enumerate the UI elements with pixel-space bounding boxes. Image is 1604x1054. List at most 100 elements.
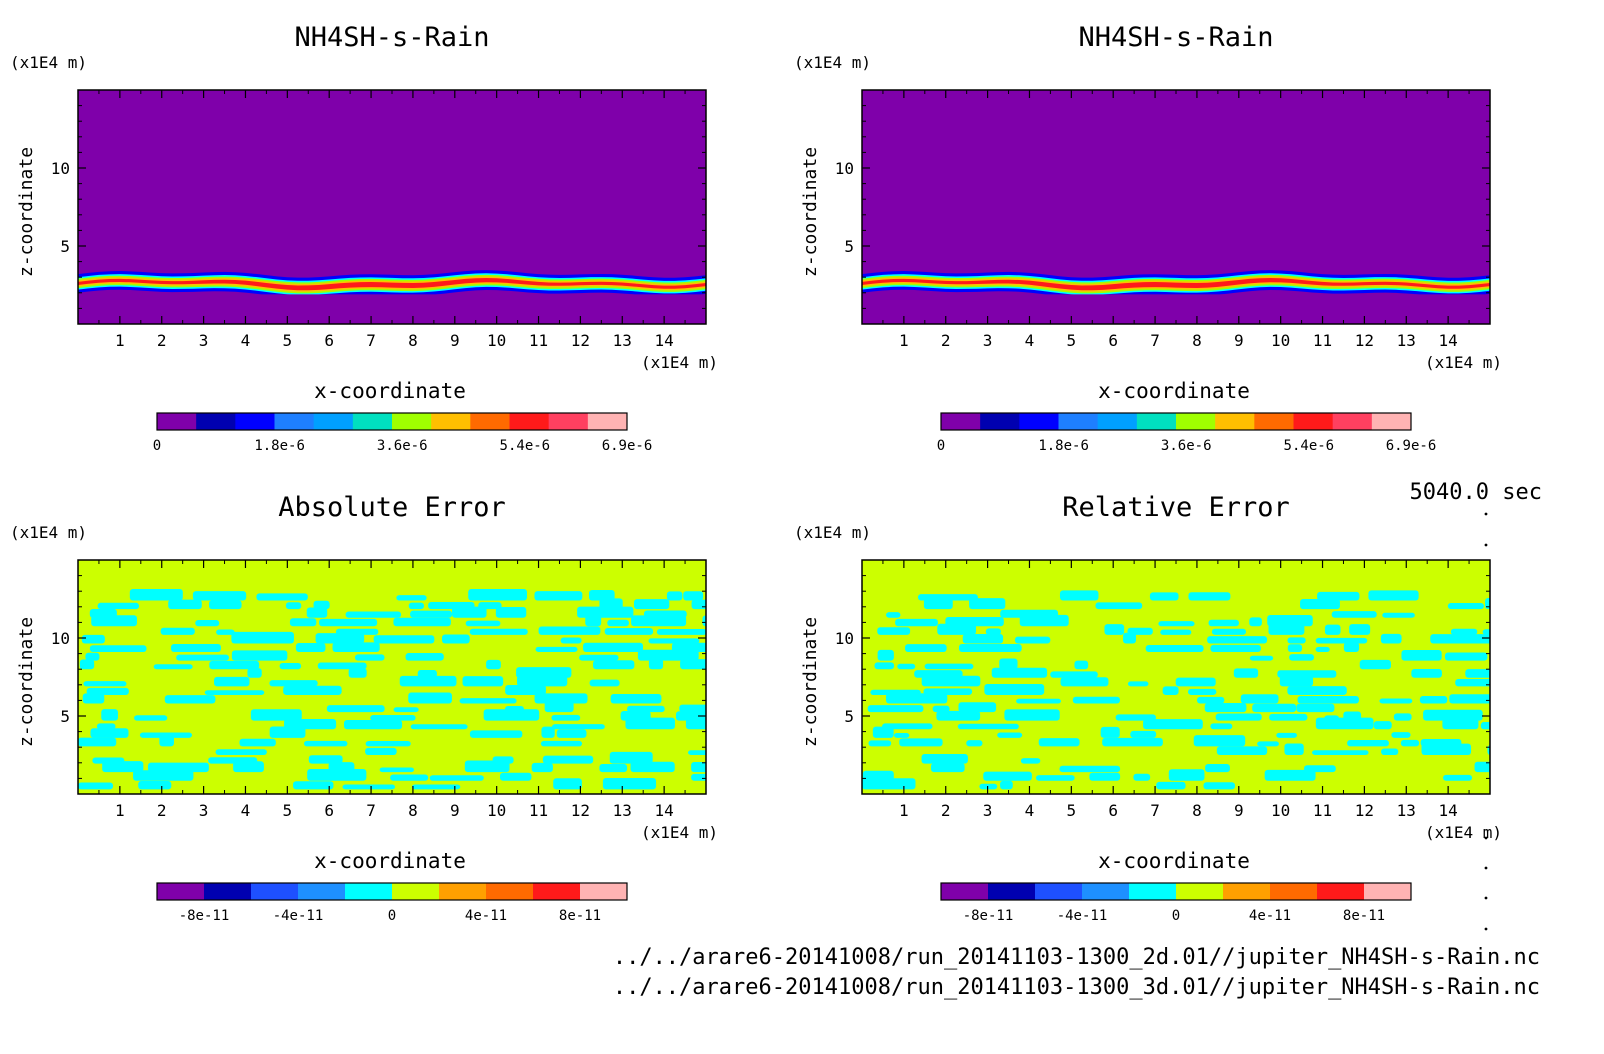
x-tick-label: 14: [655, 331, 674, 350]
x-tick-label: 12: [571, 331, 590, 350]
error-cell: [1014, 636, 1051, 644]
colorbar-segment: [1332, 413, 1373, 430]
error-cell: [1442, 774, 1473, 781]
colorbar-segment: [548, 413, 589, 430]
error-cell: [868, 740, 892, 747]
error-cell: [1381, 748, 1399, 755]
colorbar-tick-label: 0: [153, 438, 161, 454]
error-cell: [429, 775, 484, 781]
rain-layer-5: [862, 277, 1490, 291]
colorbar-tick-label: 8e-11: [559, 908, 601, 924]
error-cell: [552, 724, 605, 730]
error-cell: [923, 598, 953, 610]
error-cell: [306, 607, 328, 618]
error-cell: [1489, 770, 1490, 780]
error-cell: [1277, 670, 1337, 678]
error-cell: [1423, 709, 1483, 721]
error-cell: [1187, 688, 1217, 695]
error-cell: [428, 601, 475, 610]
error-cell: [410, 724, 468, 730]
error-cell: [82, 693, 105, 704]
error-cell: [1102, 737, 1163, 747]
colorbar-tick-label: 1.8e-6: [1038, 438, 1089, 454]
x-tick-label: 3: [199, 801, 209, 820]
x-unit-label: (x1E4 m): [1425, 353, 1502, 372]
error-cell: [985, 628, 1001, 635]
error-cell: [966, 740, 983, 747]
colorbar-segment: [1082, 883, 1130, 900]
error-cell: [1373, 721, 1392, 730]
colorbar-tick-label: 1.8e-6: [254, 438, 305, 454]
error-cell: [1196, 696, 1225, 704]
x-tick-label: 11: [529, 331, 548, 350]
colorbar-tick-label: -8e-11: [179, 908, 230, 924]
error-cell: [599, 598, 623, 610]
error-cell: [921, 753, 968, 764]
error-cell: [551, 714, 581, 721]
x-tick-label: 13: [1397, 331, 1416, 350]
y-tick-label: 5: [60, 707, 70, 726]
error-cell: [92, 757, 125, 764]
error-cell: [1315, 637, 1368, 644]
error-cell: [1162, 686, 1179, 695]
y-axis-label: z-coordinate: [16, 617, 37, 747]
colorbar-segment: [486, 883, 534, 900]
colorbar-tick-label: 6.9e-6: [1386, 438, 1437, 454]
error-cell: [486, 659, 501, 670]
colorbar-segment: [1215, 413, 1255, 430]
colorbar-segment: [345, 883, 393, 900]
x-tick-label: 13: [613, 331, 632, 350]
error-cell: [602, 777, 657, 790]
error-cell: [1411, 669, 1442, 678]
error-cell: [79, 659, 95, 670]
error-cell: [630, 761, 675, 773]
colorbar-segment: [298, 883, 346, 900]
error-cell: [1421, 743, 1472, 755]
error-cell: [393, 707, 419, 713]
error-cell: [517, 675, 568, 687]
error-cell: [1296, 703, 1335, 713]
error-cell: [1158, 621, 1195, 627]
error-cell: [96, 723, 116, 730]
error-cell: [1359, 659, 1391, 670]
error-cell: [348, 668, 367, 678]
error-cell: [148, 762, 209, 773]
x-tick-label: 3: [199, 331, 209, 350]
x-tick-label: 9: [450, 331, 460, 350]
colorbar-segment: [533, 883, 581, 900]
error-cell: [90, 728, 129, 738]
x-tick-label: 7: [366, 801, 376, 820]
colorbar-segment: [1058, 413, 1099, 430]
y-tick-label: 10: [51, 629, 70, 648]
error-cell: [872, 726, 894, 738]
error-cell: [1382, 612, 1415, 618]
x-unit-label: (x1E4 m): [641, 823, 718, 842]
x-tick-label: 13: [613, 801, 632, 820]
error-cell: [478, 602, 502, 610]
colorbar-segment: [1136, 413, 1177, 430]
error-cell: [867, 705, 924, 713]
error-cell: [1089, 772, 1121, 781]
error-cell: [379, 767, 415, 773]
error-cell: [688, 750, 706, 755]
colorbar-segment: [1129, 883, 1177, 900]
error-cell: [1343, 711, 1362, 721]
error-cell: [680, 659, 706, 670]
error-cell: [373, 635, 435, 644]
error-cell: [396, 595, 427, 601]
error-cell: [317, 662, 367, 670]
x-tick-label: 1: [899, 331, 909, 350]
error-cell: [897, 663, 916, 670]
error-cell: [583, 642, 643, 653]
file-path-2: ../../arare6-20141008/run_20141103-1300_…: [612, 975, 1540, 1000]
error-cell: [247, 668, 262, 678]
error-cell: [97, 602, 140, 610]
error-cell: [1287, 686, 1347, 695]
error-cell: [1297, 695, 1359, 704]
colorbar-tick-label: 3.6e-6: [377, 438, 428, 454]
error-cell: [932, 705, 950, 713]
x-tick-label: 12: [1355, 801, 1374, 820]
error-cell: [326, 705, 385, 713]
rain-layer-5: [78, 277, 706, 291]
error-cell: [1315, 646, 1330, 653]
